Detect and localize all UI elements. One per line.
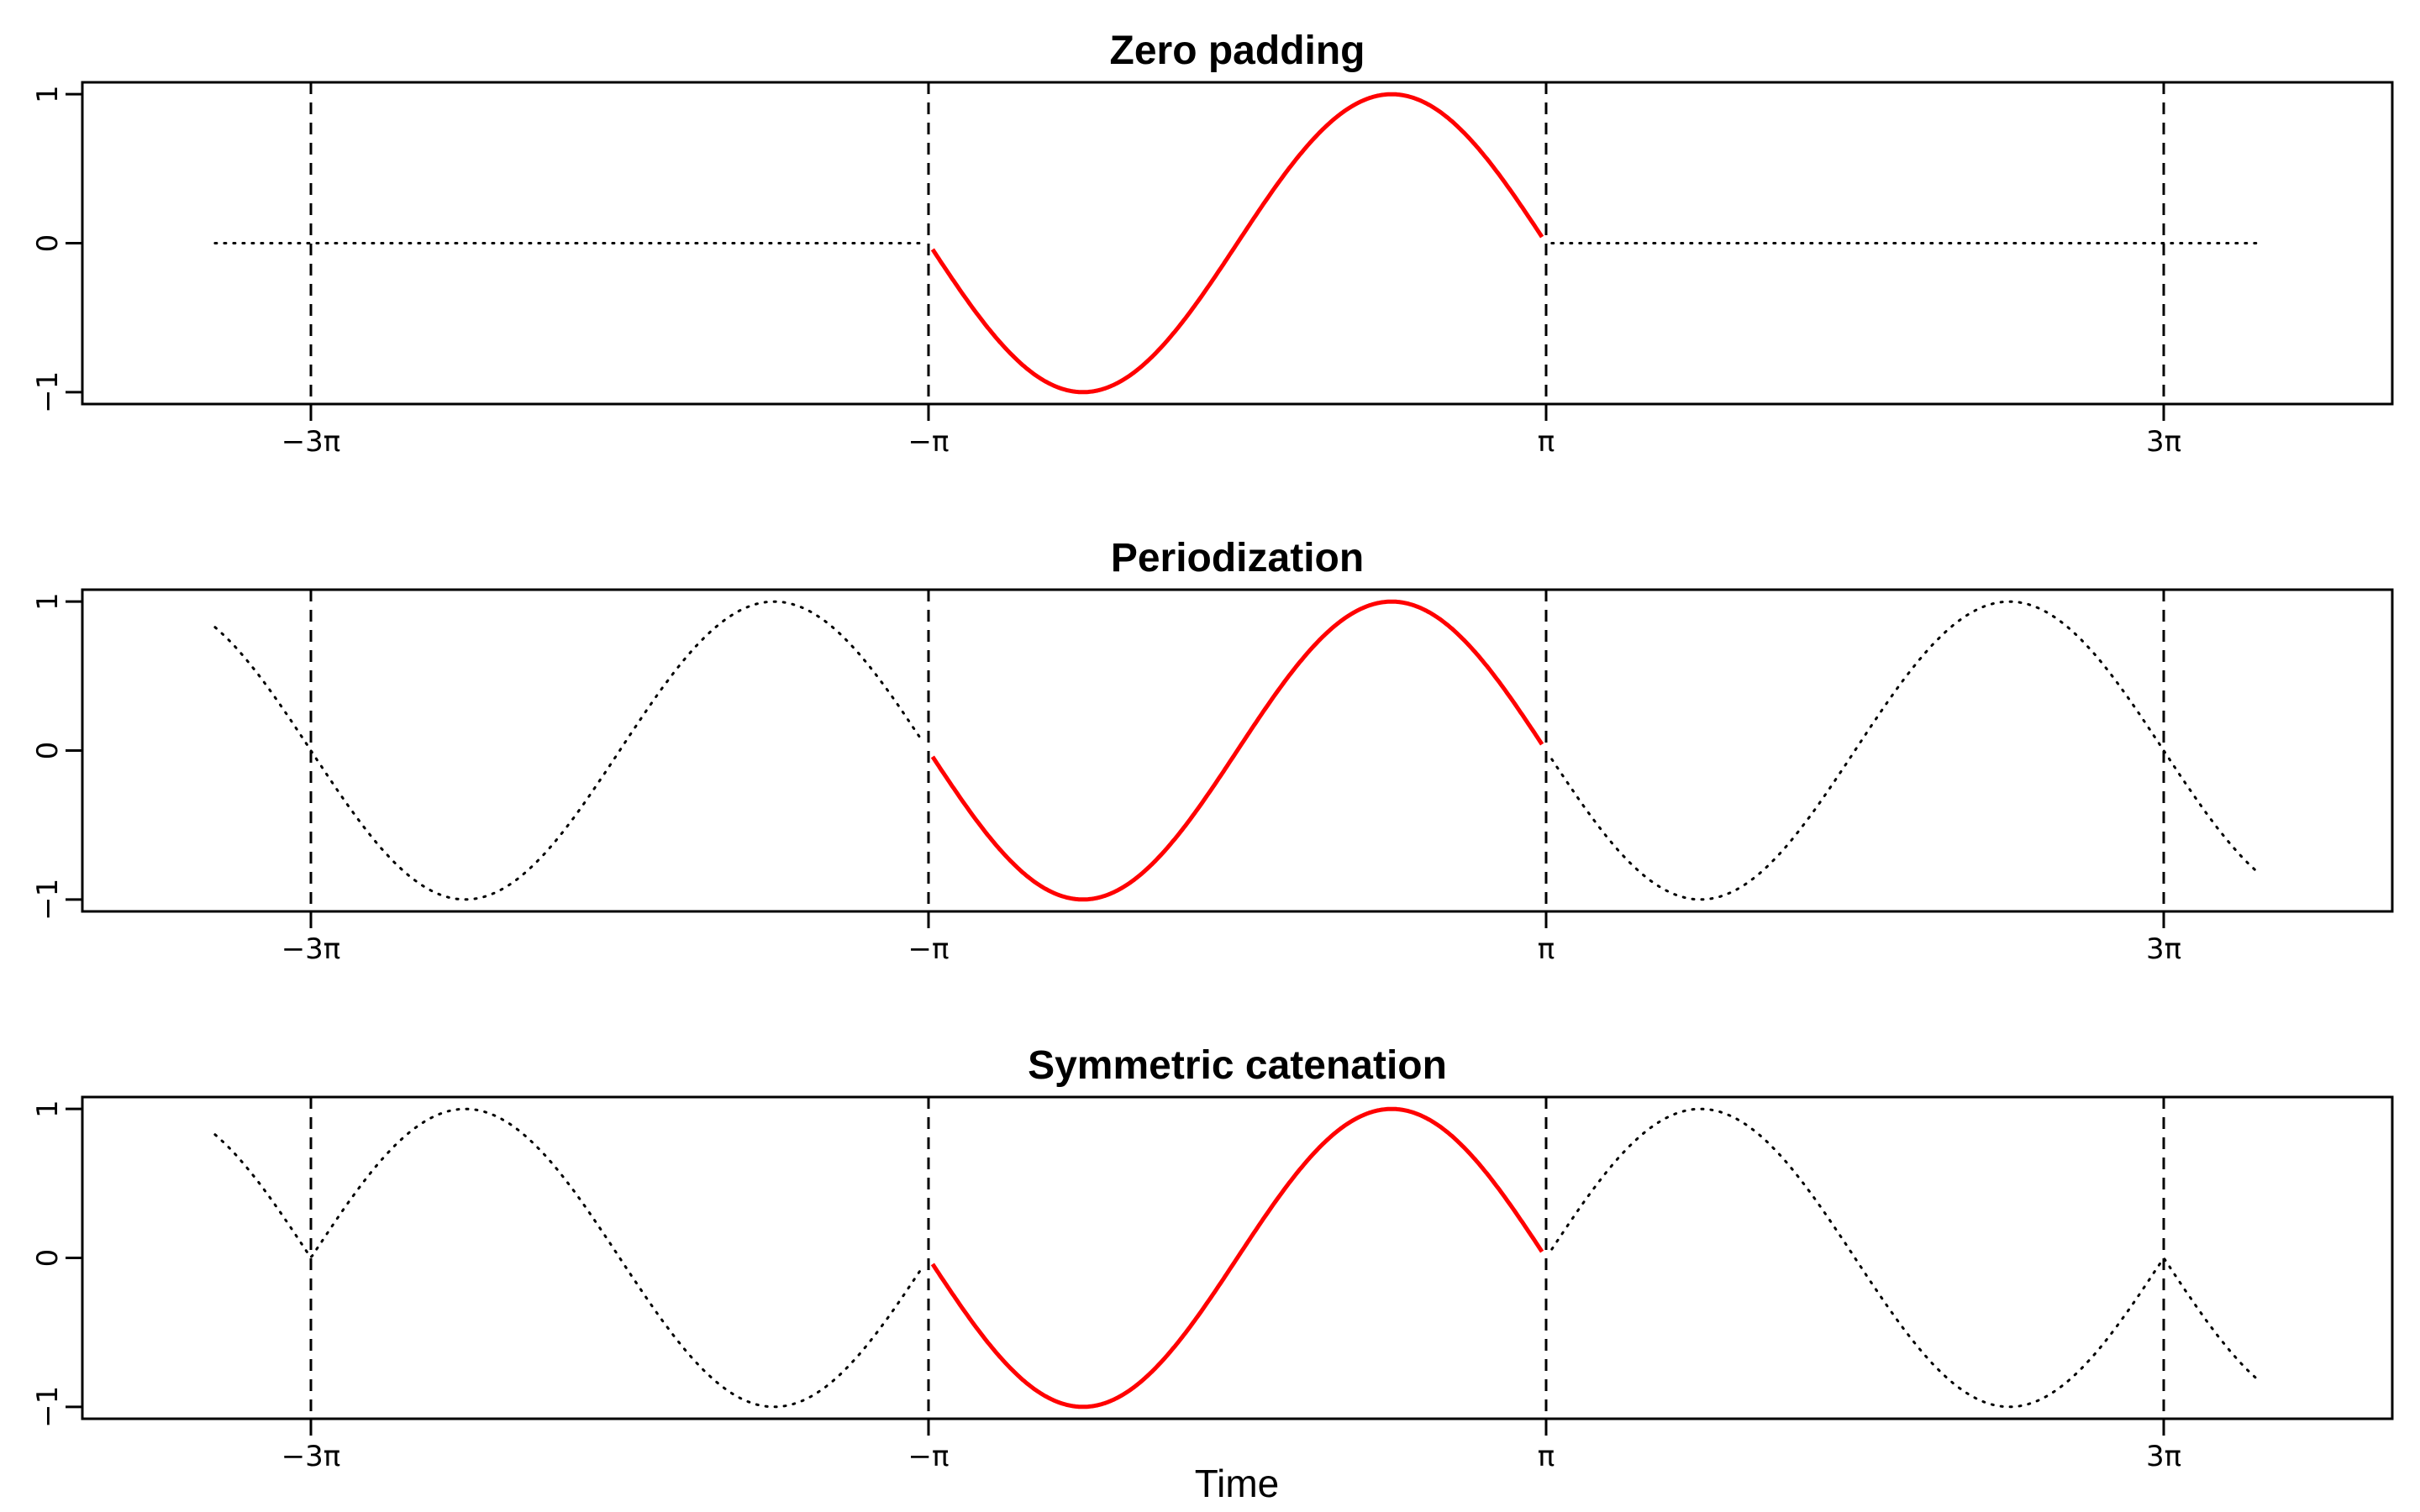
chart-panel-1: Zero padding −3π −π π 3π −1 0 1	[31, 29, 2394, 459]
x-tick-label: π	[1538, 1440, 1555, 1473]
y-tick-label: 0	[31, 1249, 65, 1268]
x-tick-label: −3π	[281, 1440, 341, 1473]
x-axis-label: Time	[1195, 1462, 1280, 1505]
extension-line	[1550, 600, 2261, 901]
original-signal-line	[930, 1106, 1544, 1410]
y-tick-label: 1	[31, 1100, 65, 1118]
chart-title: Zero padding	[1110, 29, 1365, 73]
x-tick-label: −π	[908, 425, 950, 459]
y-tick-label: 0	[31, 234, 65, 253]
x-tick-label: π	[1538, 425, 1555, 459]
y-tick-label: 0	[31, 742, 65, 760]
chart-title: Periodization	[1111, 536, 1364, 580]
y-tick-label: 1	[31, 85, 65, 103]
x-tick-label: 3π	[2146, 425, 2181, 459]
x-tick-label: 3π	[2146, 1440, 2181, 1473]
original-signal-line	[930, 599, 1544, 902]
x-tick-label: −3π	[281, 932, 341, 966]
chart-panel-3: Symmetric catenation −3π −π π 3π −1 0 1	[31, 1043, 2394, 1473]
x-tick-label: −π	[908, 932, 950, 966]
y-tick-label: 1	[31, 592, 65, 611]
y-tick-label: −1	[31, 879, 65, 921]
y-tick-label: −1	[31, 1386, 65, 1428]
original-signal-line	[930, 92, 1544, 395]
x-tick-label: −3π	[281, 425, 341, 459]
x-tick-label: π	[1538, 932, 1555, 966]
panels: Zero padding −3π −π π 3π −1 0 1 Periodization −3π…	[31, 29, 2394, 1473]
y-tick-label: −1	[31, 371, 65, 413]
x-tick-label: 3π	[2146, 932, 2181, 966]
extension-line	[1550, 1107, 2261, 1409]
extension-line	[213, 1107, 924, 1409]
x-tick-label: −π	[908, 1440, 950, 1473]
extension-line	[213, 600, 924, 901]
chart-panel-2: Periodization −3π −π π 3π −1 0 1	[31, 536, 2394, 966]
chart-title: Symmetric catenation	[1028, 1043, 1447, 1088]
